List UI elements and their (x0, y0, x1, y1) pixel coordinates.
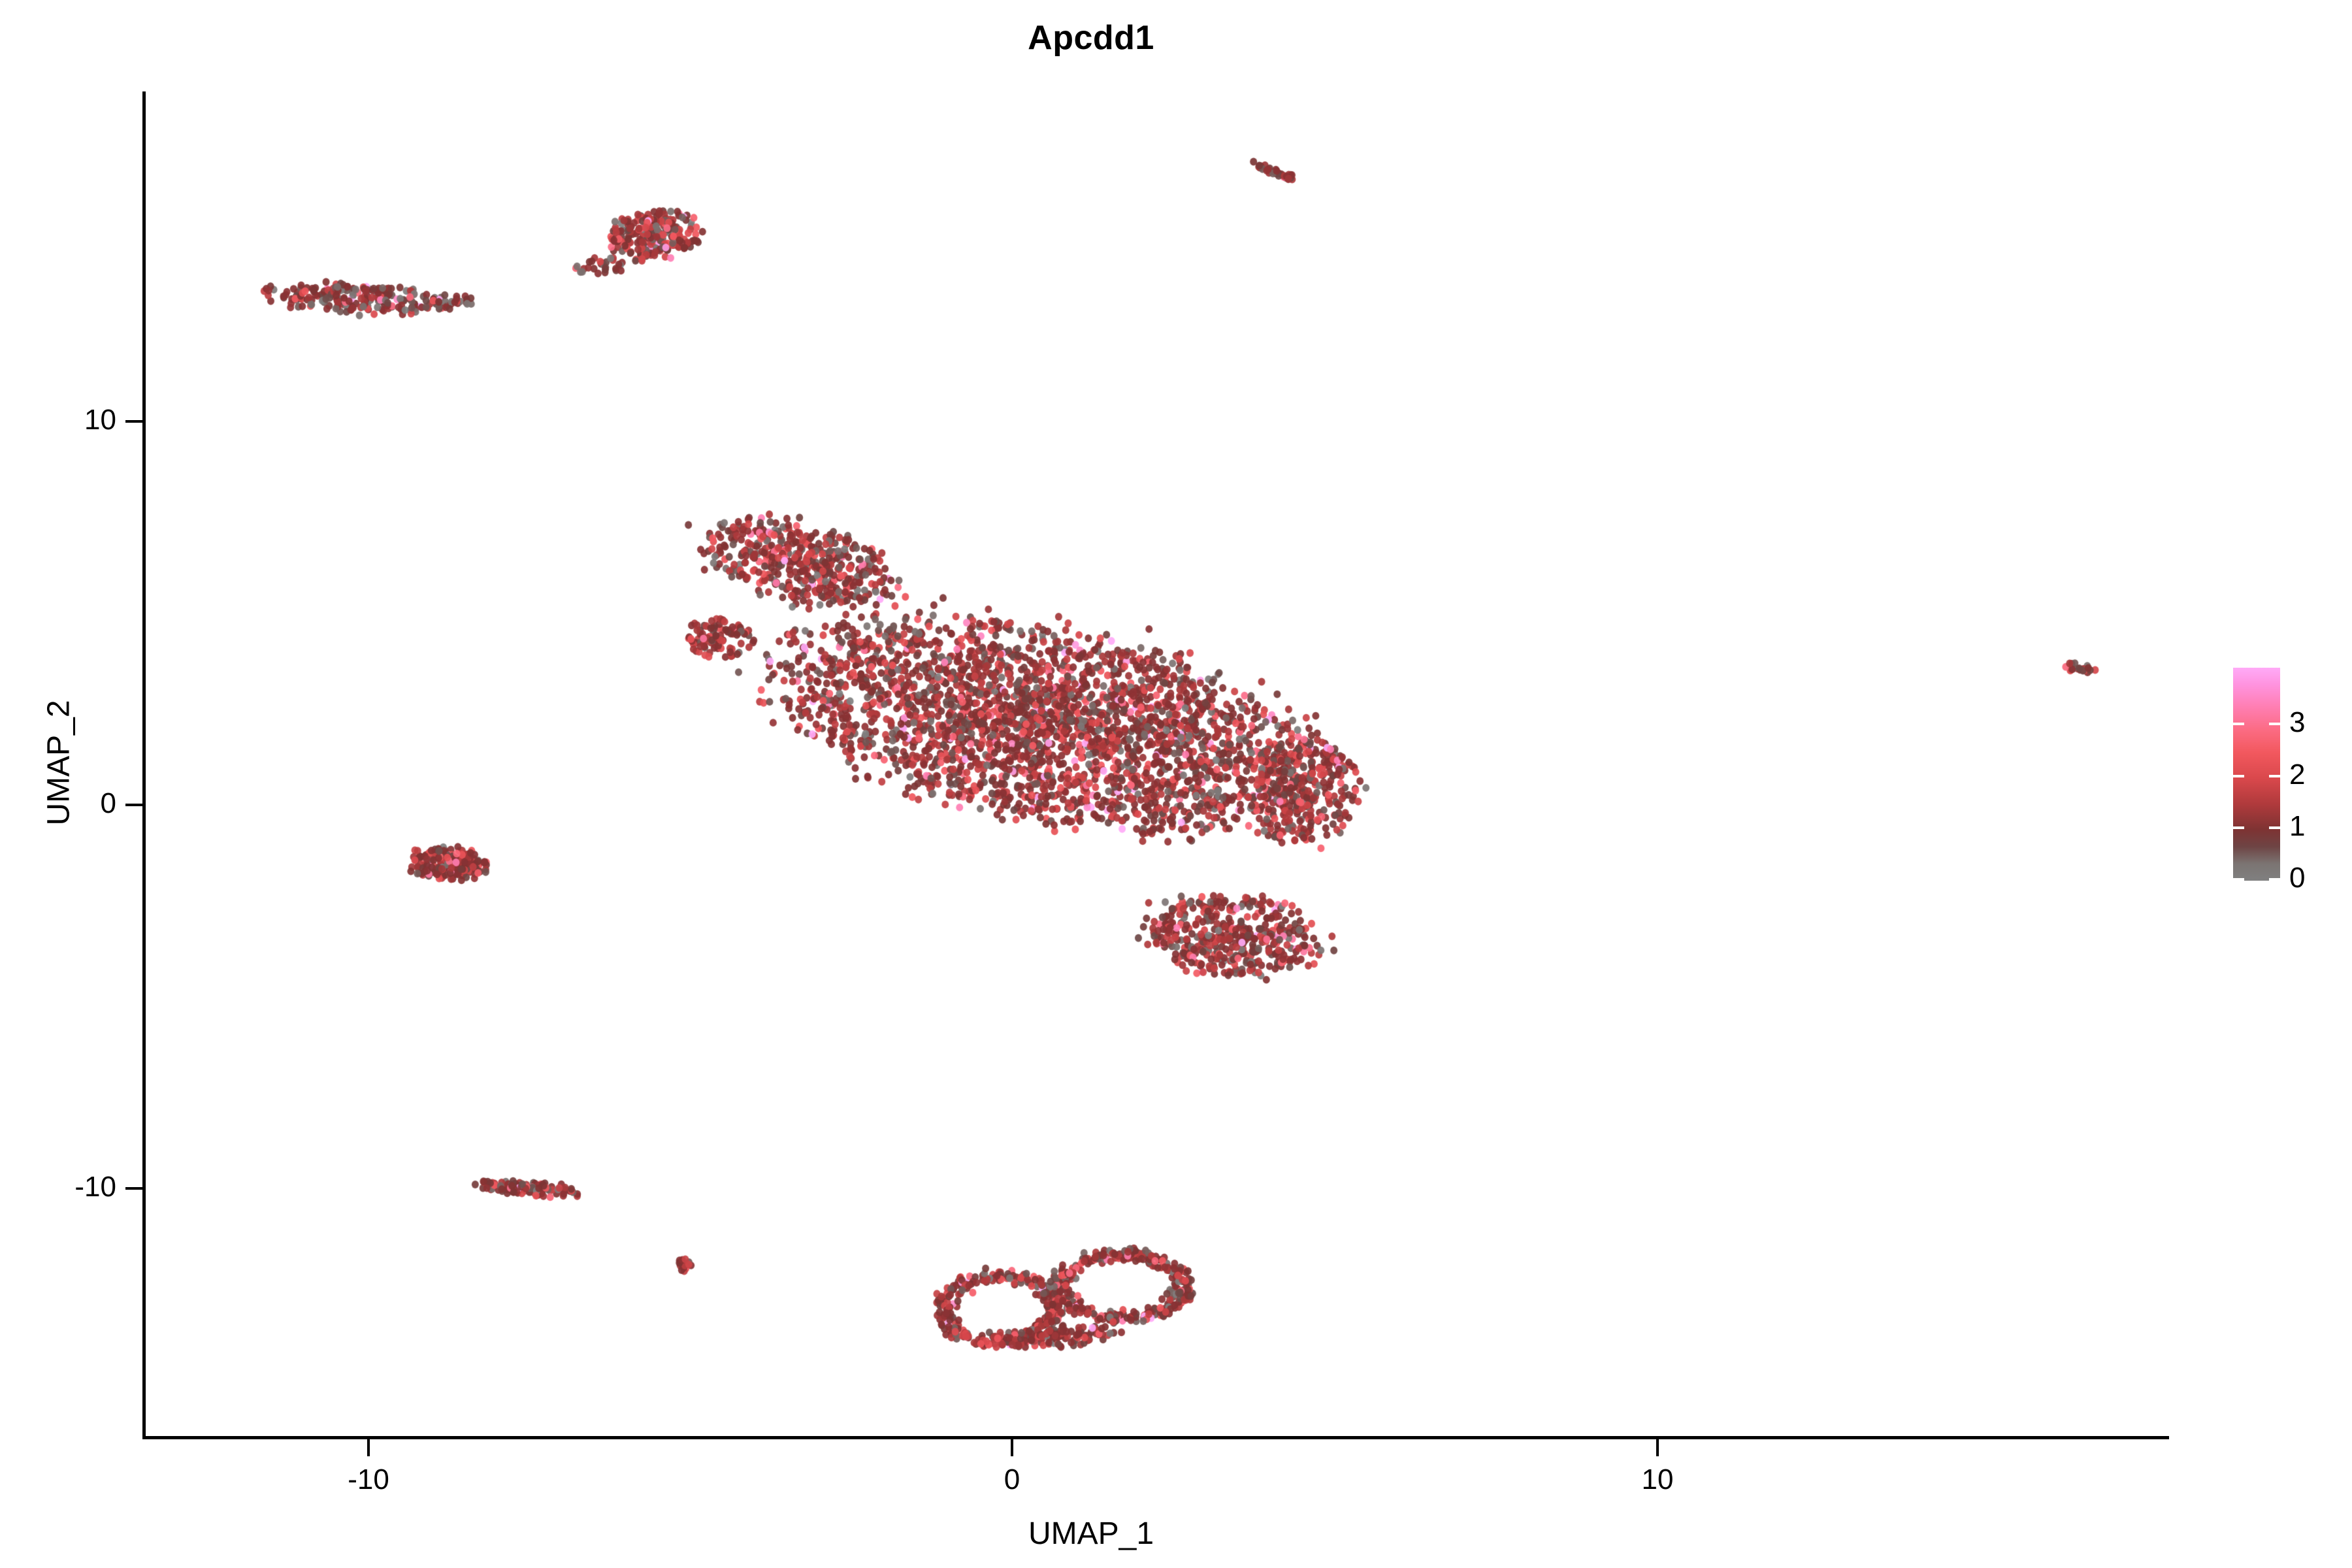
x-tick-label-2: 10 (1641, 1463, 1674, 1495)
colorbar-tick-left-2 (2233, 775, 2244, 777)
x-tick-label-1: 0 (1004, 1463, 1021, 1495)
y-tick-mark-1 (125, 804, 142, 806)
colorbar-tick-right-0 (2269, 878, 2280, 881)
y-tick-label-2: -10 (74, 1171, 116, 1203)
colorbar-tick-right-3 (2269, 723, 2280, 725)
x-axis-label: UMAP_1 (1028, 1516, 1154, 1551)
y-tick-mark-2 (125, 1187, 142, 1190)
y-axis-label: UMAP_2 (41, 700, 76, 826)
y-tick-label-0: 10 (84, 404, 116, 436)
colorbar-legend: 3 2 1 0 (2233, 668, 2338, 892)
colorbar-tick-right-2 (2269, 775, 2280, 777)
colorbar-tick-left-3 (2233, 723, 2244, 725)
colorbar-gradient (2233, 668, 2280, 881)
x-tick-label-0: -10 (348, 1463, 389, 1495)
colorbar-tick-left-1 (2233, 826, 2244, 829)
colorbar-label-2: 2 (2289, 759, 2306, 791)
y-axis-line (142, 91, 146, 1439)
colorbar-label-1: 1 (2289, 810, 2306, 842)
x-axis-line (142, 1436, 2169, 1439)
colorbar-label-3: 3 (2289, 706, 2306, 738)
y-tick-mark-0 (125, 420, 142, 423)
colorbar-tick-right-1 (2269, 826, 2280, 829)
x-tick-mark-1 (1011, 1439, 1013, 1456)
x-tick-mark-2 (1656, 1439, 1659, 1456)
x-tick-mark-0 (367, 1439, 370, 1456)
page-title: Apcdd1 (1028, 19, 1154, 57)
colorbar-label-0: 0 (2289, 862, 2306, 894)
colorbar-tick-left-0 (2233, 878, 2244, 881)
y-tick-label-1: 0 (100, 787, 116, 819)
